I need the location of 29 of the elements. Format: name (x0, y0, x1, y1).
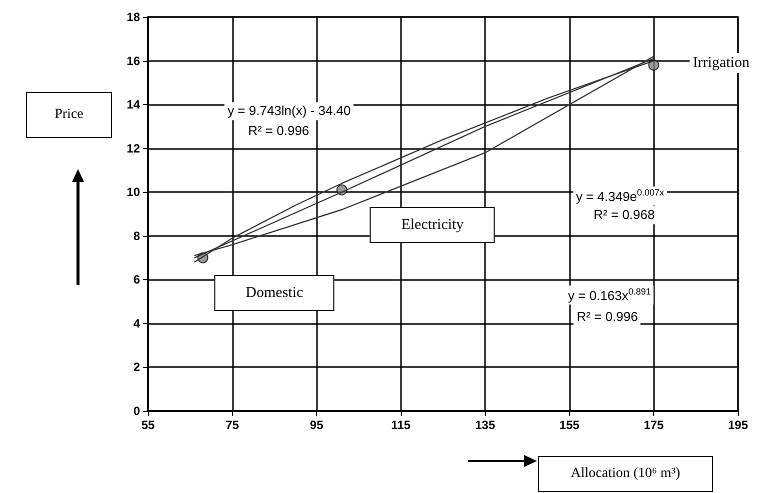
y-tick-label: 0 (133, 404, 140, 418)
annotation: y = 4.349e$^{0.007x}$ (572, 187, 668, 206)
annotation: Irrigation (690, 52, 752, 73)
x-tick-label: 115 (391, 418, 411, 432)
annotation: R² = 0.968 (590, 206, 658, 224)
y-tick-label: 12 (126, 141, 140, 156)
text-box: Domestic (214, 274, 334, 311)
y-tick-label: 18 (126, 10, 140, 24)
x-tick-label: 95 (310, 418, 324, 432)
text-box: Electricity (370, 206, 495, 243)
y-tick-label: 6 (133, 272, 140, 287)
y-tick-label: 4 (133, 316, 140, 330)
annotation: R² = 0.996 (245, 122, 312, 140)
x-tick-label: 155 (559, 418, 580, 432)
y-axis-title: Price (26, 92, 112, 138)
x-axis-title: Allocation (10⁶ m³) (538, 456, 713, 492)
x-tick-label: 75 (226, 418, 240, 432)
y-tick-label: 2 (133, 360, 140, 374)
x-tick-label: 135 (475, 418, 496, 432)
annotation: R² = 0.996 (574, 308, 641, 326)
x-tick-label: 55 (141, 418, 155, 432)
x-tick-label: 195 (728, 418, 748, 432)
y-tick-label: 10 (126, 185, 140, 200)
y-tick-label: 16 (126, 54, 140, 68)
y-tick-label: 8 (133, 228, 140, 243)
annotation: y = 9.743ln(x) - 34.40 (224, 102, 354, 120)
x-tick-label: 175 (644, 418, 664, 432)
y-tick-label: 14 (126, 98, 140, 112)
annotation: y = 0.163x$^{0.891}$ (565, 286, 654, 304)
